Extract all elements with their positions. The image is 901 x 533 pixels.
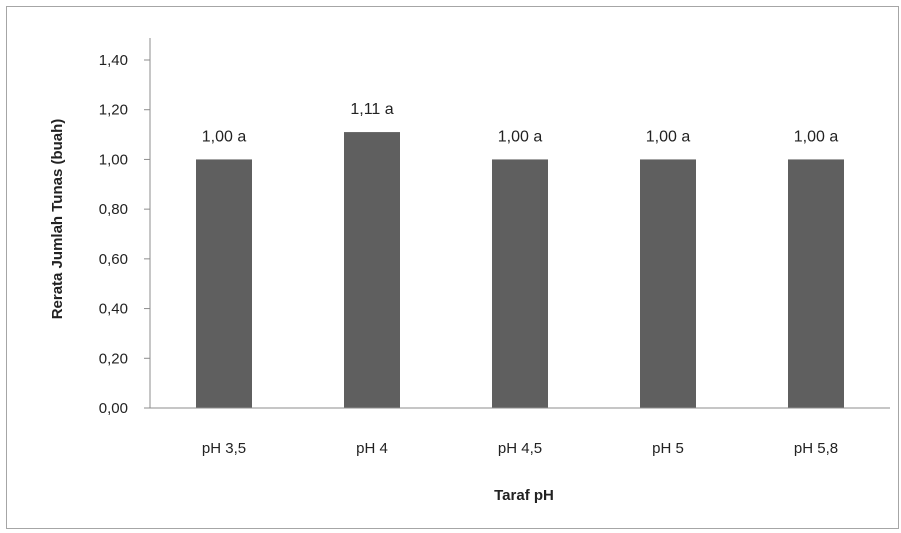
x-tick-label: pH 4	[356, 440, 388, 457]
bar-data-label: 1,11 a	[350, 101, 393, 118]
bars: 1,00 a 1,11 a 1,00 a 1,00 a 1,00 a	[196, 101, 844, 409]
y-tick-label: 0,80	[99, 201, 128, 218]
x-tick-label: pH 4,5	[498, 440, 542, 457]
y-axis-ticks: 0,00 0,20 0,40 0,60 0,80 1,00 1,20 1,40	[99, 52, 150, 417]
y-axis-title: Rerata Jumlah Tunas (buah)	[49, 119, 66, 320]
x-tick-label: pH 5	[652, 440, 684, 457]
bar	[788, 159, 844, 408]
x-tick-label: pH 3,5	[202, 440, 246, 457]
bar	[344, 132, 400, 409]
y-tick-label: 0,20	[99, 350, 128, 367]
bar-data-label: 1,00 a	[498, 128, 543, 145]
y-tick-label: 0,00	[99, 400, 128, 417]
chart-frame	[6, 6, 899, 529]
x-axis-ticks: pH 3,5 pH 4 pH 4,5 pH 5 pH 5,8	[202, 440, 838, 457]
y-tick-label: 1,40	[99, 52, 128, 69]
bar	[492, 159, 548, 408]
y-tick-label: 0,40	[99, 301, 128, 318]
bar-data-label: 1,00 a	[794, 128, 839, 145]
y-tick-label: 0,60	[99, 251, 128, 268]
bar	[640, 159, 696, 408]
bar-data-label: 1,00 a	[202, 128, 247, 145]
bar	[196, 159, 252, 408]
x-axis-title: Taraf pH	[494, 487, 554, 504]
y-tick-label: 1,20	[99, 102, 128, 119]
x-tick-label: pH 5,8	[794, 440, 838, 457]
y-tick-label: 1,00	[99, 151, 128, 168]
bar-data-label: 1,00 a	[646, 128, 691, 145]
